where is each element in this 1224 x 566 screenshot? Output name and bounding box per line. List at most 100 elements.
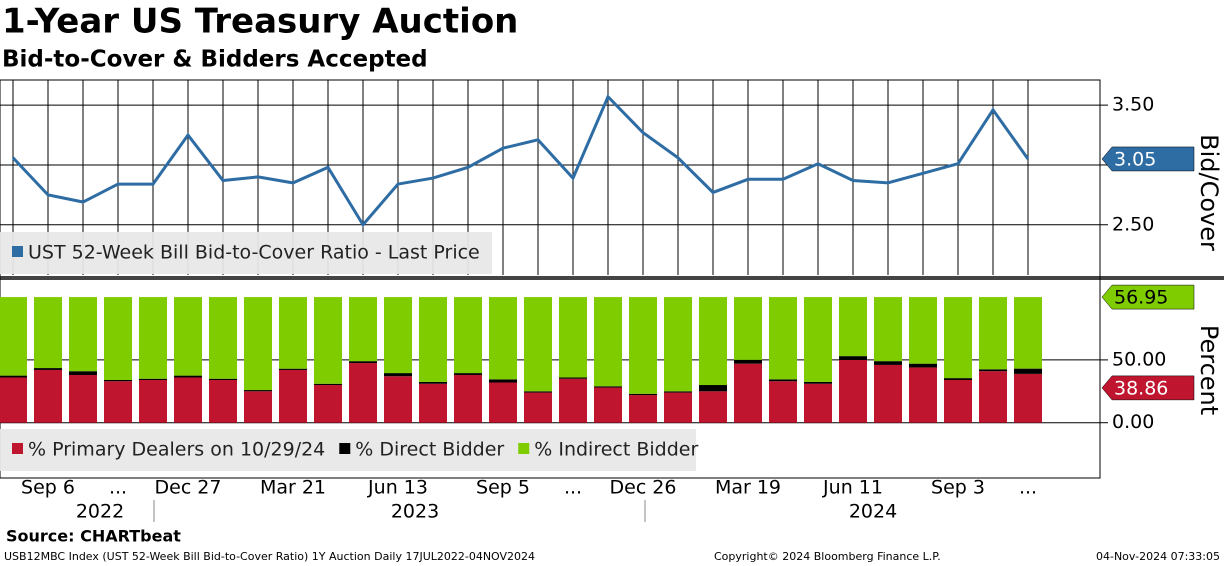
bar-segment bbox=[804, 383, 832, 423]
bar-segment bbox=[174, 297, 202, 376]
bar-segment bbox=[629, 297, 657, 394]
bar-segment bbox=[69, 374, 97, 423]
bar-segment bbox=[244, 390, 272, 392]
last-value-tag bbox=[1101, 284, 1195, 310]
bar-segment bbox=[699, 391, 727, 423]
plot-frame bbox=[0, 79, 1101, 479]
bar-segment bbox=[384, 373, 412, 377]
legend-swatch bbox=[12, 443, 23, 454]
bar-segment bbox=[139, 297, 167, 379]
copyright: Copyright© 2024 Bloomberg Finance L.P. bbox=[714, 550, 941, 563]
legend-label: % Primary Dealers on 10/29/24 bbox=[28, 439, 325, 461]
bar-segment bbox=[909, 297, 937, 364]
bar-segment bbox=[629, 395, 657, 423]
bar-segment bbox=[769, 381, 797, 423]
legend-swatch bbox=[339, 443, 351, 454]
bar-segment bbox=[454, 374, 482, 423]
x-tick-label: Dec 26 bbox=[610, 477, 677, 499]
bar-segment bbox=[209, 378, 237, 380]
x-tick-label: ... bbox=[1019, 477, 1037, 499]
bar-segment bbox=[34, 369, 62, 423]
y-tick-label: 0.00 bbox=[1112, 411, 1154, 433]
bar-segment bbox=[419, 383, 447, 423]
bar-segment bbox=[104, 380, 132, 382]
bar-segment bbox=[979, 297, 1007, 370]
last-value-label: 38.86 bbox=[1114, 377, 1168, 399]
bar-segment bbox=[34, 297, 62, 369]
bar-segment bbox=[594, 386, 622, 388]
bar-segment bbox=[979, 369, 1007, 372]
bar-segment bbox=[349, 363, 377, 423]
legend-swatch bbox=[12, 246, 23, 257]
legend-label: UST 52-Week Bill Bid-to-Cover Ratio - La… bbox=[28, 242, 480, 264]
bar-segment bbox=[734, 297, 762, 360]
bar-segment bbox=[944, 297, 972, 379]
last-value-label: 56.95 bbox=[1114, 287, 1168, 309]
bar-segment bbox=[804, 381, 832, 384]
bar-segment bbox=[279, 369, 307, 423]
bar-segment bbox=[244, 297, 272, 391]
bar-segment bbox=[699, 297, 727, 386]
bar-segment bbox=[314, 297, 342, 384]
x-tick-label: Dec 27 bbox=[155, 477, 222, 499]
bar-segment bbox=[1014, 373, 1042, 423]
bar-segment bbox=[139, 378, 167, 380]
bar-segment bbox=[209, 380, 237, 423]
last-value-tag bbox=[1101, 146, 1195, 172]
bar-segment bbox=[769, 297, 797, 380]
bar-segment bbox=[454, 373, 482, 375]
bar-segment bbox=[769, 379, 797, 382]
bar-segment bbox=[489, 297, 517, 380]
bar-segment bbox=[454, 297, 482, 374]
bar-segment bbox=[314, 385, 342, 423]
legend-box bbox=[0, 232, 492, 274]
description: USB12MBC Index (UST 52-Week Bill Bid-to-… bbox=[4, 550, 535, 563]
year-label: 2023 bbox=[391, 501, 439, 523]
bar-segment bbox=[909, 367, 937, 423]
source: Source: CHARTbeat bbox=[6, 527, 181, 546]
bar-segment bbox=[804, 297, 832, 382]
bar-segment bbox=[0, 297, 27, 376]
panel-separator bbox=[0, 276, 1224, 280]
bar-segment bbox=[384, 297, 412, 374]
bar-segment bbox=[734, 359, 762, 364]
year-label: 2024 bbox=[849, 501, 897, 523]
last-value-label: 3.05 bbox=[1114, 148, 1156, 170]
bar-segment bbox=[559, 297, 587, 378]
bar-segment bbox=[174, 375, 202, 378]
bar-segment bbox=[244, 391, 272, 423]
bar-segment bbox=[209, 297, 237, 379]
y-axis-label: Percent bbox=[1195, 325, 1223, 415]
bar-segment bbox=[489, 379, 517, 383]
y-tick-label: 2.50 bbox=[1112, 213, 1154, 235]
bar-segment bbox=[384, 376, 412, 423]
y-axis-label: Bid/Cover bbox=[1195, 134, 1223, 251]
bar-segment bbox=[524, 297, 552, 392]
bar-segment bbox=[349, 297, 377, 362]
bar-segment bbox=[524, 392, 552, 423]
bar-segment bbox=[699, 385, 727, 392]
bar-segment bbox=[314, 383, 342, 386]
bar-segment bbox=[839, 297, 867, 357]
bar-segment bbox=[874, 361, 902, 365]
bar-segment bbox=[69, 371, 97, 375]
bar-segment bbox=[1014, 297, 1042, 369]
y-tick-label: 50.00 bbox=[1112, 348, 1166, 370]
chart-subtitle: Bid-to-Cover & Bidders Accepted bbox=[2, 47, 428, 73]
x-tick-label: Sep 5 bbox=[476, 477, 530, 499]
x-tick-label: ... bbox=[564, 477, 582, 499]
bar-segment bbox=[559, 377, 587, 379]
y-tick-label: 3.50 bbox=[1112, 94, 1154, 116]
bar-segment bbox=[349, 361, 377, 364]
legend-swatch bbox=[518, 443, 530, 454]
bar-segment bbox=[734, 363, 762, 423]
year-label: 2022 bbox=[76, 501, 124, 523]
x-tick-label: Mar 19 bbox=[715, 477, 781, 499]
bar-segment bbox=[594, 297, 622, 387]
x-tick-label: Jun 11 bbox=[822, 477, 883, 499]
bar-segment bbox=[944, 380, 972, 423]
timestamp: 04-Nov-2024 07:33:05 bbox=[1096, 550, 1220, 563]
x-tick-label: Jun 13 bbox=[367, 477, 428, 499]
bar-segment bbox=[559, 378, 587, 423]
